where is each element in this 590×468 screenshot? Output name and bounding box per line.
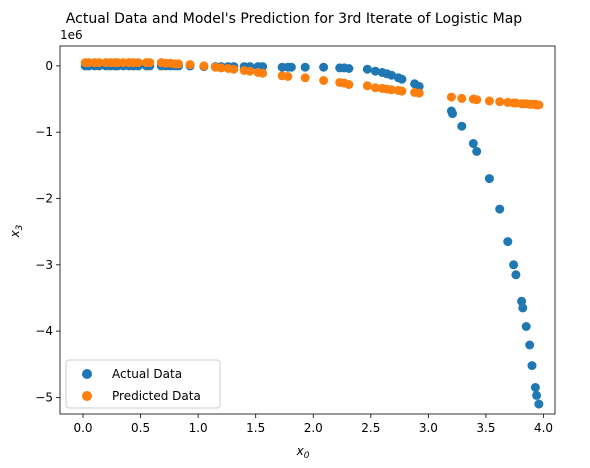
predicted-data-point — [300, 73, 310, 83]
y-tick-label: −4 — [35, 324, 53, 338]
predicted-data-point — [344, 80, 354, 89]
legend-label-actual: Actual Data — [112, 367, 182, 381]
predicted-data-point — [484, 96, 494, 106]
x-tick-label: 0.5 — [131, 421, 150, 435]
predicted-data-point — [397, 86, 407, 96]
x-axis-label-subscript: 0 — [304, 451, 310, 461]
predicted-data-point — [174, 59, 184, 69]
y-tick-label: 0 — [45, 59, 53, 73]
actual-data-point — [509, 260, 519, 270]
y-axis-label-main: x — [8, 229, 22, 238]
predicted-data-point — [145, 58, 155, 68]
predicted-data-point — [495, 97, 505, 107]
legend-box — [65, 359, 221, 409]
x-tick-label: 3.0 — [419, 421, 438, 435]
x-tick-label: 0.0 — [73, 421, 92, 435]
legend-marker-actual — [82, 369, 92, 379]
predicted-data-point — [229, 64, 239, 74]
actual-data-point — [532, 390, 542, 400]
predicted-data-point — [199, 61, 209, 71]
legend: Actual Data Predicted Data — [65, 359, 221, 409]
x-axis-label-main: x — [296, 444, 305, 458]
actual-data-point — [370, 66, 380, 76]
actual-data-point — [344, 64, 354, 73]
actual-data-point — [397, 74, 407, 84]
x-tick-label: 2.5 — [361, 421, 380, 435]
y-offset-label: 1e6 — [60, 28, 83, 42]
x-tick-label: 3.5 — [476, 421, 495, 435]
predicted-data-point — [472, 95, 482, 105]
legend-marker-predicted — [82, 391, 92, 401]
predicted-data-point — [534, 100, 544, 110]
y-tick-label: −2 — [35, 192, 53, 206]
predicted-data-point — [283, 72, 293, 81]
predicted-data-point — [94, 58, 104, 68]
x-tick-label: 2.0 — [304, 421, 323, 435]
predicted-data-point — [319, 76, 329, 85]
predicted-data-point — [216, 63, 226, 73]
actual-data-point — [527, 361, 537, 371]
actual-data-point — [472, 146, 482, 156]
actual-data-point — [525, 340, 535, 350]
actual-data-point — [448, 109, 457, 119]
actual-data-point — [511, 270, 521, 280]
x-tick-label: 1.5 — [246, 421, 265, 435]
series-predicted — [80, 58, 544, 110]
actual-data-point — [387, 70, 396, 80]
predicted-data-point — [245, 66, 255, 76]
actual-data-point — [286, 62, 296, 72]
plot-area-frame — [59, 45, 556, 415]
y-axis-ticks: 0 −1 −2 −3 −4 −5 — [35, 59, 60, 404]
x-axis-label: x0 — [296, 444, 310, 461]
actual-data-point — [319, 62, 329, 72]
predicted-data-point — [387, 85, 396, 95]
predicted-data-point — [258, 68, 268, 78]
actual-data-point — [495, 204, 505, 214]
predicted-data-point — [446, 92, 456, 102]
data-points — [80, 58, 544, 409]
actual-data-point — [484, 174, 494, 184]
actual-data-point — [521, 322, 531, 331]
actual-data-point — [300, 62, 310, 72]
predicted-data-point — [457, 93, 467, 103]
actual-data-point — [457, 121, 467, 131]
predicted-data-point — [362, 81, 372, 91]
predicted-data-point — [370, 83, 380, 93]
predicted-data-point — [185, 60, 195, 70]
actual-data-point — [503, 237, 513, 247]
actual-data-point — [530, 383, 540, 392]
predicted-data-point — [414, 88, 424, 98]
chart-title: Actual Data and Model's Prediction for 3… — [66, 11, 522, 27]
x-axis-ticks: 0.0 0.5 1.0 1.5 2.0 2.5 3.0 3.5 4.0 — [73, 414, 553, 435]
y-tick-label: −3 — [35, 258, 53, 272]
y-tick-label: −5 — [35, 390, 53, 404]
y-axis-label: x3 — [8, 224, 25, 238]
actual-data-point — [362, 64, 372, 74]
actual-data-point — [468, 139, 478, 148]
legend-label-predicted: Predicted Data — [112, 389, 201, 403]
actual-data-point — [518, 303, 528, 313]
actual-data-point — [534, 399, 544, 409]
y-tick-label: −1 — [35, 125, 53, 139]
x-tick-label: 4.0 — [534, 421, 553, 435]
y-axis-label-subscript: 3 — [15, 224, 25, 230]
predicted-data-point — [133, 58, 143, 68]
x-tick-label: 1.0 — [189, 421, 208, 435]
